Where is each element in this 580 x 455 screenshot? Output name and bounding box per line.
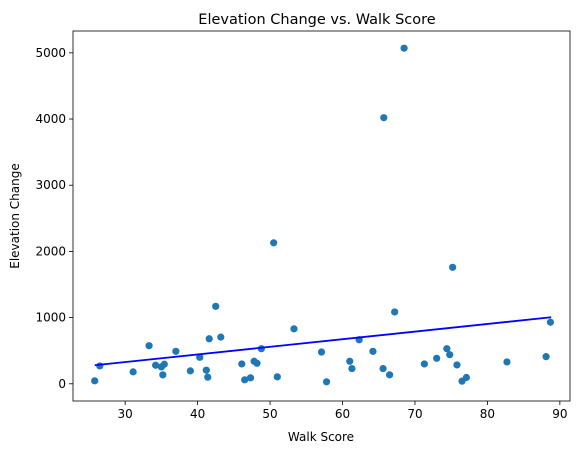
data-point	[186, 367, 194, 375]
data-point	[400, 44, 408, 52]
data-point	[503, 358, 511, 366]
data-point	[453, 361, 461, 369]
data-point	[443, 345, 451, 353]
x-tick-label: 80	[480, 407, 495, 421]
data-point	[273, 373, 281, 381]
data-point	[151, 361, 160, 369]
data-point	[91, 377, 99, 385]
x-axis-label: Walk Score	[288, 430, 354, 444]
data-point	[246, 374, 255, 382]
data-point	[205, 335, 213, 343]
trendline	[94, 316, 552, 367]
y-tick-label: 4000	[35, 112, 66, 126]
data-point	[386, 371, 394, 379]
data-point	[391, 308, 399, 316]
data-point	[380, 114, 388, 122]
data-point	[145, 342, 153, 350]
data-points	[91, 44, 555, 386]
x-tick-label: 70	[407, 407, 422, 421]
data-point	[546, 318, 555, 326]
x-tick-label: 90	[552, 407, 567, 421]
data-point	[290, 325, 298, 333]
data-point	[204, 373, 212, 381]
trendline-group	[94, 316, 552, 367]
data-point	[172, 347, 180, 355]
data-point	[449, 263, 457, 271]
data-point	[270, 239, 278, 247]
y-tick-label: 1000	[35, 311, 66, 325]
y-tick-label: 2000	[35, 244, 66, 258]
data-point	[202, 366, 210, 374]
data-point	[317, 348, 326, 356]
data-point	[420, 360, 428, 368]
data-point	[346, 357, 354, 365]
data-point	[129, 368, 137, 376]
data-point	[196, 353, 204, 361]
data-point	[212, 302, 220, 310]
data-point	[322, 378, 331, 386]
data-point	[446, 351, 454, 359]
y-tick-label: 5000	[35, 46, 66, 60]
data-point	[159, 371, 167, 379]
plot-frame	[72, 30, 571, 402]
x-tick-label: 30	[118, 407, 133, 421]
data-point	[241, 376, 249, 384]
data-point	[217, 333, 225, 341]
data-point	[238, 360, 246, 368]
data-point	[253, 359, 261, 367]
y-axis-label: Elevation Change	[8, 163, 22, 269]
chart-title: Elevation Change vs. Walk Score	[198, 12, 435, 28]
axis-ticks: 30 40 50 60 70 80 90 0 1000 2000 3000 4000 5000	[35, 46, 567, 421]
x-tick-label: 50	[262, 407, 277, 421]
data-point	[160, 360, 168, 368]
y-tick-label: 0	[58, 377, 66, 391]
data-point	[542, 353, 550, 361]
data-point	[96, 362, 104, 370]
x-tick-label: 40	[190, 407, 205, 421]
data-point	[348, 364, 356, 373]
data-point	[379, 364, 387, 373]
data-point	[433, 354, 441, 362]
data-point	[369, 347, 377, 355]
y-tick-label: 3000	[35, 178, 66, 192]
x-tick-label: 60	[335, 407, 350, 421]
data-point	[462, 373, 470, 382]
